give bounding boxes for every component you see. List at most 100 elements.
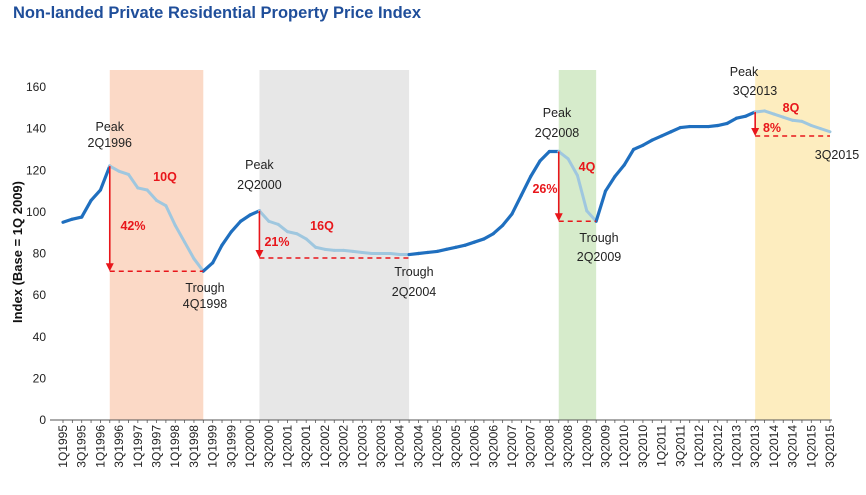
y-tick-label: 0 bbox=[39, 413, 46, 427]
decline-segment bbox=[117, 169, 130, 176]
decline-segment bbox=[557, 150, 570, 161]
price-line-segment bbox=[594, 189, 608, 223]
decline-segment bbox=[192, 257, 205, 273]
decline-segment bbox=[295, 232, 308, 241]
price-line-segment bbox=[201, 261, 215, 273]
decline-segment bbox=[126, 172, 140, 190]
price-line-segment bbox=[220, 230, 233, 247]
x-tick-label: 1Q2005 bbox=[430, 425, 444, 468]
decline-segment bbox=[763, 109, 776, 116]
peak-date: 2Q2008 bbox=[535, 126, 580, 140]
peak-label: Peak bbox=[543, 106, 572, 120]
x-tick-label: 1Q2006 bbox=[468, 425, 482, 468]
x-tick-label: 3Q2013 bbox=[748, 425, 762, 468]
price-line-segment bbox=[669, 125, 682, 134]
decline-segment bbox=[285, 230, 299, 236]
annotations: Peak 2Q1996 Trough 4Q1998 42% 10Q Peak 2Q2000 Tr… bbox=[88, 65, 860, 311]
decline-segment bbox=[360, 250, 374, 255]
x-tick-label: 1Q2003 bbox=[355, 425, 369, 468]
decline-segment bbox=[819, 127, 832, 134]
x-tick-label: 3Q1995 bbox=[75, 425, 89, 468]
series-lines bbox=[61, 109, 832, 273]
x-tick-label: 3Q2007 bbox=[524, 425, 538, 468]
x-tick-label: 1Q2008 bbox=[542, 425, 556, 468]
trough-date: 2Q2009 bbox=[577, 250, 622, 264]
x-tick-label: 1Q1995 bbox=[56, 425, 70, 468]
price-line-segment bbox=[660, 130, 673, 138]
x-tick-label: 1Q2012 bbox=[692, 425, 706, 468]
decline-segment bbox=[791, 118, 804, 123]
decline-percent: 21% bbox=[264, 235, 289, 249]
decline-segment bbox=[136, 186, 149, 192]
x-tick-label: 3Q1997 bbox=[150, 425, 164, 468]
y-tick-label: 40 bbox=[33, 330, 47, 344]
price-line-segment bbox=[613, 163, 626, 179]
x-tick-label: 1Q2011 bbox=[655, 425, 669, 467]
price-line-segment bbox=[89, 188, 103, 203]
decline-percent: 8% bbox=[763, 121, 781, 135]
peak-date: 2Q1996 bbox=[88, 136, 133, 150]
y-tick-label: 20 bbox=[33, 371, 47, 385]
x-tick-label: 3Q1998 bbox=[187, 425, 201, 468]
peak-label: Peak bbox=[245, 158, 274, 172]
price-line-segment bbox=[98, 164, 112, 192]
decline-segment bbox=[781, 115, 795, 122]
axes: 0 20 40 60 80 100 120 140 160 1Q1995 3Q1995 1Q1996 3… bbox=[10, 80, 837, 468]
x-tick-label: 1Q2014 bbox=[767, 425, 781, 468]
duration-label: 16Q bbox=[310, 219, 334, 233]
trough-date: 3Q2015 bbox=[815, 148, 860, 162]
decline-segment bbox=[772, 112, 785, 119]
x-tick-label: 3Q2011 bbox=[673, 425, 687, 467]
trough-label: Trough bbox=[185, 281, 224, 295]
price-line-segment bbox=[631, 143, 645, 152]
decline-segment bbox=[753, 109, 767, 114]
x-tick-label: 3Q2005 bbox=[449, 425, 463, 468]
x-tick-label: 1Q2015 bbox=[804, 425, 818, 468]
price-line-segment bbox=[650, 134, 664, 142]
decline-segment bbox=[323, 247, 336, 252]
x-tick-label: 1Q2007 bbox=[505, 425, 519, 468]
x-tick-label: 3Q2008 bbox=[561, 425, 575, 468]
y-axis-label: Index (Base = 1Q 2009) bbox=[10, 181, 25, 323]
trough-label: Trough bbox=[579, 231, 618, 245]
price-line-segment bbox=[491, 223, 505, 236]
decline-segment bbox=[155, 198, 168, 208]
x-tick-label: 3Q2009 bbox=[599, 425, 613, 468]
price-line-segment bbox=[744, 110, 757, 118]
peak-label: Peak bbox=[730, 65, 759, 79]
decline-percent: 42% bbox=[120, 219, 145, 233]
x-tick-label: 1Q2010 bbox=[617, 425, 631, 468]
price-line-segment bbox=[501, 212, 514, 228]
x-tick-label: 3Q1996 bbox=[112, 425, 126, 468]
decline-4-arrow-head bbox=[751, 128, 760, 136]
x-tick-label: 1Q2009 bbox=[580, 425, 594, 468]
decline-3-arrow-head bbox=[554, 213, 563, 222]
price-line-segment bbox=[510, 193, 523, 216]
y-tick-label: 140 bbox=[26, 122, 46, 136]
x-tick-label: 3Q2010 bbox=[636, 425, 650, 468]
x-tick-label: 1Q2002 bbox=[318, 425, 332, 468]
y-tick-label: 80 bbox=[33, 247, 47, 261]
decline-percent: 26% bbox=[532, 182, 557, 196]
decline-segment bbox=[342, 248, 355, 253]
price-line-segment bbox=[211, 243, 224, 265]
decline-segment bbox=[304, 237, 318, 249]
decline-segment bbox=[809, 124, 823, 131]
y-tick-label: 160 bbox=[26, 80, 46, 94]
price-line-segment bbox=[482, 232, 495, 241]
x-tick-label: 3Q2004 bbox=[411, 425, 425, 468]
x-tick-label: 1Q2000 bbox=[243, 425, 257, 468]
decline-segment bbox=[314, 245, 327, 251]
y-tick-label: 100 bbox=[26, 205, 46, 219]
decline-segment bbox=[164, 204, 177, 227]
decline-segment bbox=[173, 223, 187, 244]
peak-date: 2Q2000 bbox=[237, 178, 282, 192]
price-line-segment bbox=[519, 174, 533, 197]
x-tick-label: 1Q1997 bbox=[131, 425, 145, 468]
x-tick-label: 3Q2014 bbox=[786, 425, 800, 468]
x-tick-label: 1Q1996 bbox=[93, 425, 107, 468]
price-line-segment bbox=[61, 217, 74, 224]
duration-label: 4Q bbox=[579, 160, 596, 174]
x-tick-label: 1Q1998 bbox=[168, 425, 182, 468]
